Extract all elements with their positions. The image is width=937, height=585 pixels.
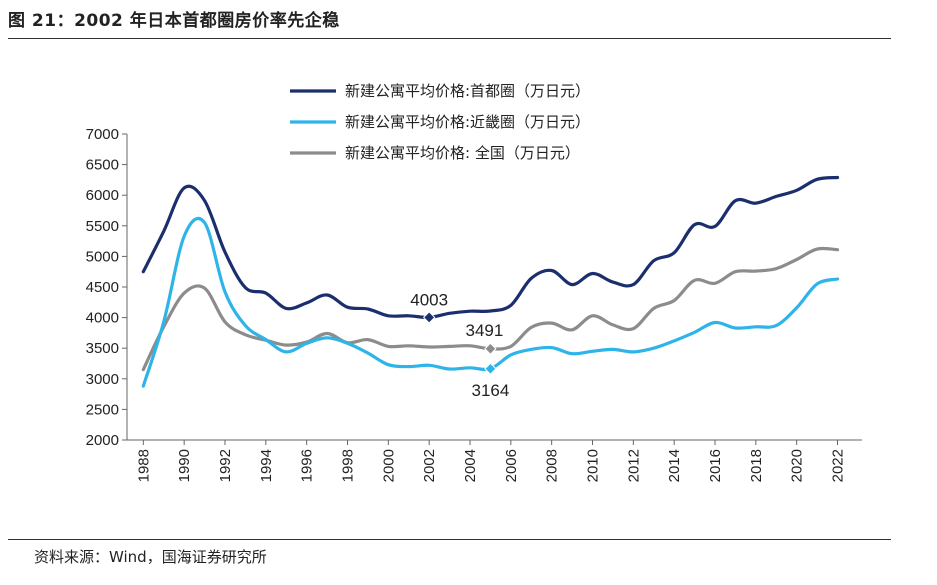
x-tick-label: 2012 — [625, 449, 642, 482]
x-tick-label: 2018 — [748, 449, 765, 482]
x-tick-label: 1992 — [217, 449, 234, 482]
annotation-marker-national — [484, 342, 497, 355]
annotation-label-capital: 4003 — [410, 290, 448, 309]
y-tick-label: 5500 — [86, 218, 119, 235]
annotation-marker-kinki — [484, 362, 497, 375]
x-tick-label: 1996 — [299, 449, 316, 482]
x-tick-label: 2010 — [585, 449, 602, 482]
y-tick-label: 2000 — [86, 432, 119, 449]
x-tick-label: 1994 — [258, 449, 275, 482]
source-note: 资料来源：Wind，国海证券研究所 — [34, 548, 267, 566]
x-tick-label: 1998 — [340, 449, 357, 482]
y-tick-label: 4500 — [86, 279, 119, 296]
y-tick-label: 2500 — [86, 401, 119, 418]
legend-label-kinki: 新建公寓平均价格:近畿圈（万日元） — [345, 113, 590, 131]
y-tick-label: 5000 — [86, 248, 119, 265]
legend: 新建公寓平均价格:首都圈（万日元） 新建公寓平均价格:近畿圈（万日元） 新建公寓平均… — [290, 82, 590, 162]
series-line-kinki — [141, 216, 840, 388]
x-tick-label: 1988 — [135, 449, 152, 482]
x-tick-label: 2004 — [462, 449, 479, 482]
legend-label-national: 新建公寓平均价格: 全国（万日元） — [345, 144, 580, 162]
annotation-layer: 4003 3491 3164 — [410, 290, 509, 399]
series-line-capital — [141, 175, 840, 320]
figure-title: 图 21：2002 年日本首都圈房价率先企稳 — [8, 11, 340, 31]
annotation-label-national: 3491 — [466, 321, 504, 340]
y-tick-label: 3500 — [86, 340, 119, 357]
y-tick-label: 4000 — [86, 310, 119, 327]
x-tick-label: 2014 — [666, 449, 683, 482]
y-tick-label: 3000 — [86, 371, 119, 388]
x-tick-label: 2020 — [789, 449, 806, 482]
x-tick-label: 2000 — [380, 449, 397, 482]
x-tick-label: 2006 — [503, 449, 520, 482]
x-tick-label: 2022 — [830, 449, 847, 482]
x-axis: 1988 1990 1992 1994 1996 1998 2000 2002 2004 2006… — [127, 439, 862, 482]
x-tick-label: 2016 — [707, 449, 724, 482]
y-tick-label: 6000 — [86, 187, 119, 204]
legend-label-capital: 新建公寓平均价格:首都圈（万日元） — [345, 82, 590, 100]
title-rule — [8, 38, 891, 39]
y-tick-label: 7000 — [86, 126, 119, 143]
x-tick-label: 2008 — [544, 449, 561, 482]
x-tick-label: 1990 — [176, 449, 193, 482]
source-rule — [8, 539, 891, 540]
y-tick-label: 6500 — [86, 157, 119, 174]
annotation-marker-capital — [422, 311, 436, 324]
annotation-label-kinki: 3164 — [472, 381, 510, 400]
x-tick-label: 2002 — [421, 449, 438, 482]
y-axis: 7000 6500 6000 5500 5000 4500 4000 3500 3000 2500… — [86, 126, 128, 449]
